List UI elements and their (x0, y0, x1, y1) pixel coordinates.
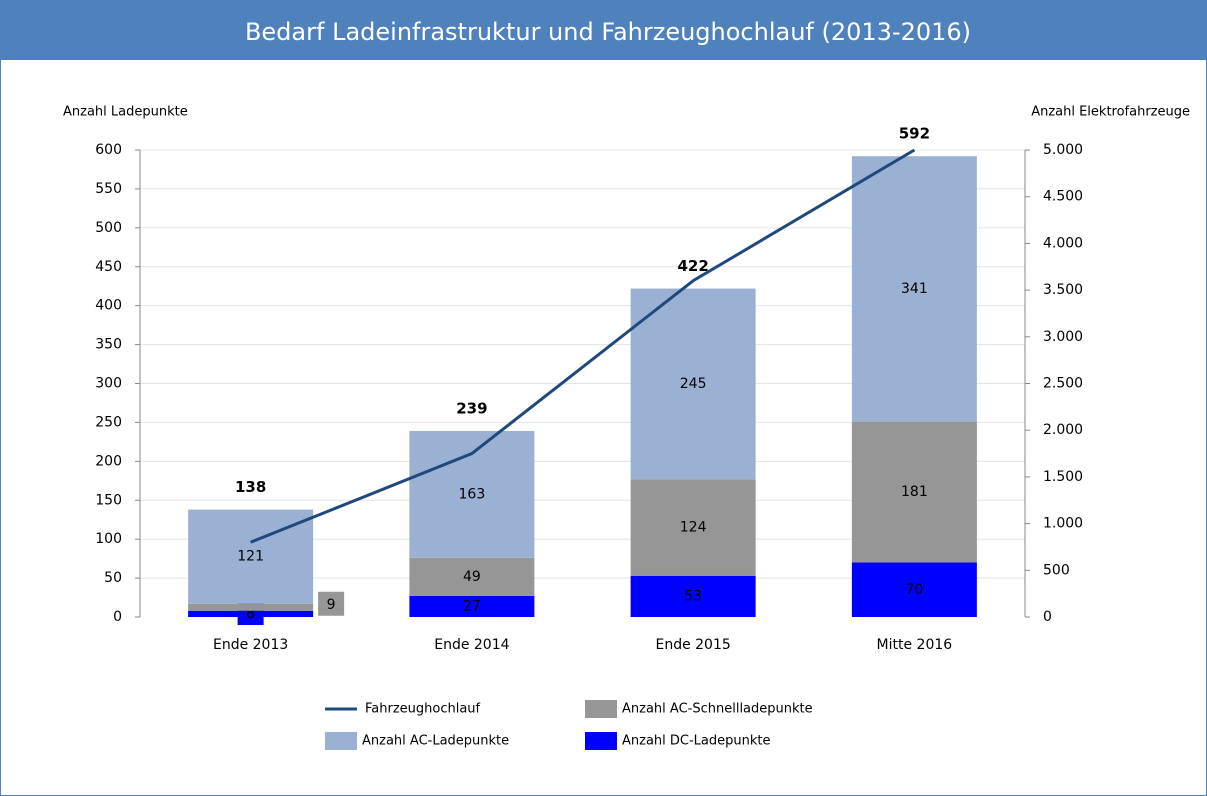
data-label: 53 (684, 588, 702, 604)
data-label: 163 (459, 486, 486, 502)
chart-title: Bedarf Ladeinfrastruktur und Fahrzeughoc… (245, 18, 971, 46)
y-tick-label: 550 (95, 181, 122, 197)
data-label: 27 (463, 598, 481, 614)
y2-axis-label: Anzahl Elektrofahrzeuge (1031, 105, 1190, 120)
bar-segment (409, 557, 535, 596)
y-tick-label: 100 (95, 531, 122, 547)
bar-segment (630, 288, 756, 480)
total-label: 138 (235, 478, 266, 496)
y2-tick-label: 3.000 (1043, 329, 1083, 345)
data-label: 49 (463, 569, 481, 585)
total-label: 592 (899, 125, 930, 143)
data-label: 9 (327, 597, 336, 613)
y2-tick-label: 3.500 (1043, 282, 1083, 298)
legend-label: Anzahl AC-Ladepunkte (362, 734, 509, 749)
y-tick-label: 350 (95, 337, 122, 353)
legend-swatch (585, 732, 617, 750)
legend-label: Fahrzeughochlauf (365, 702, 481, 717)
y2-tick-label: 4.000 (1043, 235, 1083, 251)
data-label: 124 (680, 519, 707, 535)
y2-tick-label: 5.000 (1043, 142, 1083, 158)
legend-label: Anzahl AC-Schnellladepunkte (622, 702, 813, 717)
y2-tick-label: 4.500 (1043, 189, 1083, 205)
x-tick-label: Ende 2013 (213, 637, 288, 653)
y-tick-label: 250 (95, 414, 122, 430)
legend-swatch (585, 700, 617, 718)
x-tick-label: Ende 2014 (434, 637, 509, 653)
y2-tick-label: 1.000 (1043, 516, 1083, 532)
data-label: 245 (680, 376, 707, 392)
y-tick-label: 200 (95, 453, 122, 469)
bar-segment (851, 421, 977, 563)
y2-tick-label: 2.500 (1043, 376, 1083, 392)
y-tick-label: 150 (95, 492, 122, 508)
y-axis-label: Anzahl Ladepunkte (63, 105, 188, 120)
y2-tick-label: 500 (1043, 562, 1070, 578)
data-label: 8 (246, 606, 255, 622)
bar-segment (409, 595, 535, 617)
data-label-box (318, 591, 345, 616)
bar-segment (188, 603, 314, 611)
y2-tick-label: 2.000 (1043, 422, 1083, 438)
bar-segment (630, 575, 756, 617)
legend-swatch (325, 732, 357, 750)
y-tick-label: 300 (95, 376, 122, 392)
y-tick-label: 500 (95, 220, 122, 236)
line-series (250, 148, 916, 544)
bar-segment (851, 562, 977, 617)
x-tick-label: Mitte 2016 (877, 637, 953, 653)
data-label: 341 (901, 281, 928, 297)
y-tick-label: 600 (95, 142, 122, 158)
y2-tick-label: 0 (1043, 609, 1052, 625)
x-tick-label: Ende 2015 (655, 637, 730, 653)
data-label: 121 (237, 549, 264, 565)
y-tick-label: 50 (104, 570, 122, 586)
total-label: 422 (677, 257, 708, 275)
data-label: 181 (901, 484, 928, 500)
bar-segment (851, 156, 977, 422)
header (0, 0, 1207, 60)
total-label: 239 (456, 399, 487, 417)
y2-tick-label: 1.500 (1043, 469, 1083, 485)
bar-segment (630, 479, 756, 576)
legend-label: Anzahl DC-Ladepunkte (622, 734, 771, 749)
y-tick-label: 400 (95, 298, 122, 314)
data-label: 70 (905, 582, 923, 598)
y-tick-label: 450 (95, 259, 122, 275)
y-tick-label: 0 (113, 609, 122, 625)
